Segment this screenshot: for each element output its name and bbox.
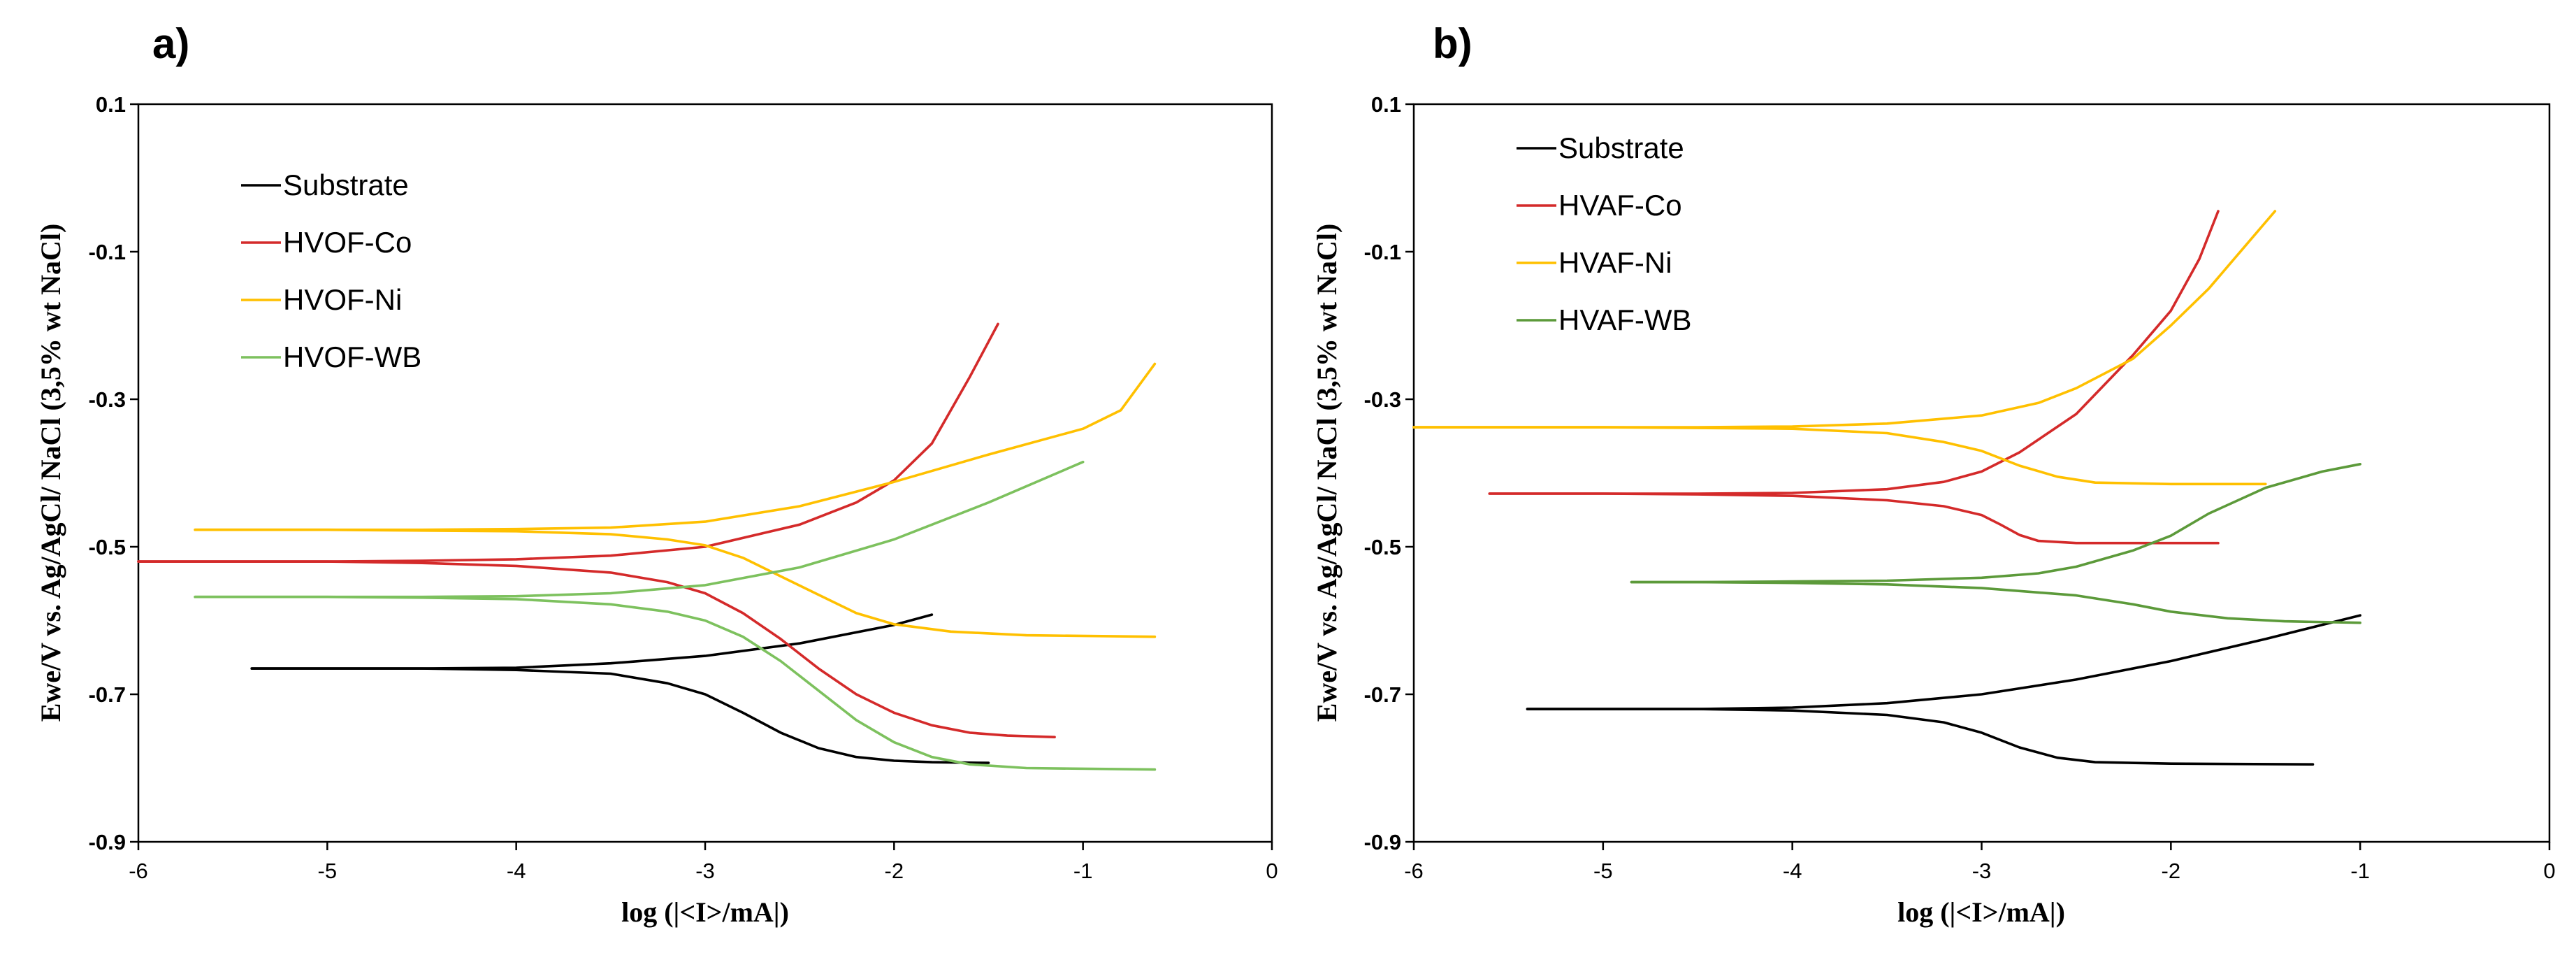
legend-label: HVAF-WB (1558, 303, 1692, 336)
legend-item: HVAF-WB (1517, 303, 1692, 336)
x-tick-label: -3 (1972, 859, 1992, 883)
y-axis-title: Ewe/V vs. Ag/AgCl/ NaCl (3,5% wt NaCl) (1311, 224, 1343, 722)
x-tick-label: -5 (1593, 859, 1613, 883)
legend-item: HVAF-Ni (1517, 246, 1672, 279)
x-tick-label: 0 (1266, 859, 1278, 883)
y-tick-label: -0.7 (1364, 682, 1401, 707)
x-tick-label: -2 (2162, 859, 2181, 883)
legend-item: Substrate (1517, 131, 1684, 164)
series-line-hvaf-wb-anodic (1630, 463, 2361, 584)
x-axis: -6 -5 -4 -3 -2 -1 0 (129, 842, 1278, 883)
y-tick-label: -0.7 (89, 682, 126, 707)
series-line-hvof-wb-cathodic (194, 595, 1157, 771)
legend-label: HVOF-Ni (283, 283, 402, 316)
series-line-hvaf-ni-cathodic (1412, 426, 2267, 486)
panel-label: b) (1433, 20, 1472, 67)
x-tick-label: 0 (2543, 859, 2555, 883)
x-tick-label: -1 (1073, 859, 1093, 883)
x-tick-label: -2 (885, 859, 904, 883)
legend-item: HVOF-Co (241, 226, 412, 259)
series-line-hvof-co-anodic (137, 322, 999, 563)
x-axis-title: log (|<I>/mA|) (1897, 896, 2065, 928)
series-line-hvof-ni-cathodic (194, 528, 1157, 638)
x-tick-label: -5 (318, 859, 338, 883)
y-tick-label: -0.5 (1364, 535, 1401, 559)
panel-label: a) (152, 20, 189, 67)
legend-item: HVOF-Ni (241, 283, 402, 316)
x-axis: -6 -5 -4 -3 -2 -1 0 (1404, 842, 2556, 883)
series-line-substrate-anodic (1526, 614, 2361, 710)
y-tick-label: -0.3 (89, 387, 126, 412)
plot-area-frame (137, 103, 1273, 843)
y-tick-label: -0.1 (1364, 240, 1401, 264)
x-axis-title: log (|<I>/mA|) (621, 896, 789, 928)
legend-label: HVOF-WB (283, 341, 421, 373)
legend-label: Substrate (283, 169, 409, 201)
y-tick-label: -0.9 (1364, 830, 1401, 854)
series-line-hvof-ni-anodic (194, 362, 1157, 531)
legend-item: HVAF-Co (1517, 189, 1682, 222)
x-tick-label: -4 (507, 859, 526, 883)
series-line-hvof-co-cathodic (137, 560, 1056, 738)
series-layer (1412, 210, 2361, 766)
x-tick-label: -6 (1404, 859, 1424, 883)
x-tick-label: -1 (2350, 859, 2370, 883)
x-tick-label: -3 (695, 859, 715, 883)
series-line-substrate-cathodic (250, 667, 990, 764)
legend-item: Substrate (241, 169, 409, 201)
panel-b: b) -6 -5 -4 -3 -2 -1 0 0.1 -0.1 -0.3 -0.5 -0.7 -0.9… (1311, 20, 2556, 928)
y-axis: 0.1 -0.1 -0.3 -0.5 -0.7 -0.9 (89, 92, 138, 854)
legend-label: HVAF-Ni (1558, 246, 1672, 279)
y-tick-label: -0.3 (1364, 387, 1401, 412)
y-tick-label: -0.5 (89, 535, 126, 559)
y-tick-label: 0.1 (1371, 92, 1401, 117)
panel-a: a) -6 -5 -4 -3 -2 -1 0 0.1 -0.1 -0.3 -0.5 -0.7 -0.9… (35, 20, 1278, 928)
legend: Substrate HVAF-Co HVAF-Ni HVAF-WB (1517, 131, 1692, 336)
y-tick-label: -0.9 (89, 830, 126, 854)
legend-item: HVOF-WB (241, 341, 421, 373)
x-tick-label: -6 (129, 859, 148, 883)
legend-label: Substrate (1558, 131, 1684, 164)
y-tick-label: -0.1 (89, 240, 126, 264)
legend: Substrate HVOF-Co HVOF-Ni HVOF-WB (241, 169, 421, 373)
y-axis: 0.1 -0.1 -0.3 -0.5 -0.7 -0.9 (1364, 92, 1414, 854)
x-tick-label: -4 (1783, 859, 1802, 883)
series-line-hvaf-co-cathodic (1488, 492, 2220, 545)
series-layer (137, 322, 1157, 771)
legend-label: HVOF-Co (283, 226, 412, 259)
series-line-hvaf-wb-cathodic (1630, 580, 2361, 624)
y-tick-label: 0.1 (96, 92, 126, 117)
y-axis-title: Ewe/V vs. Ag/AgCl/ NaCl (3,5% wt NaCl) (35, 224, 66, 722)
legend-label: HVAF-Co (1558, 189, 1682, 222)
series-line-substrate-cathodic (1526, 708, 2315, 766)
series-line-substrate-anodic (250, 613, 934, 670)
